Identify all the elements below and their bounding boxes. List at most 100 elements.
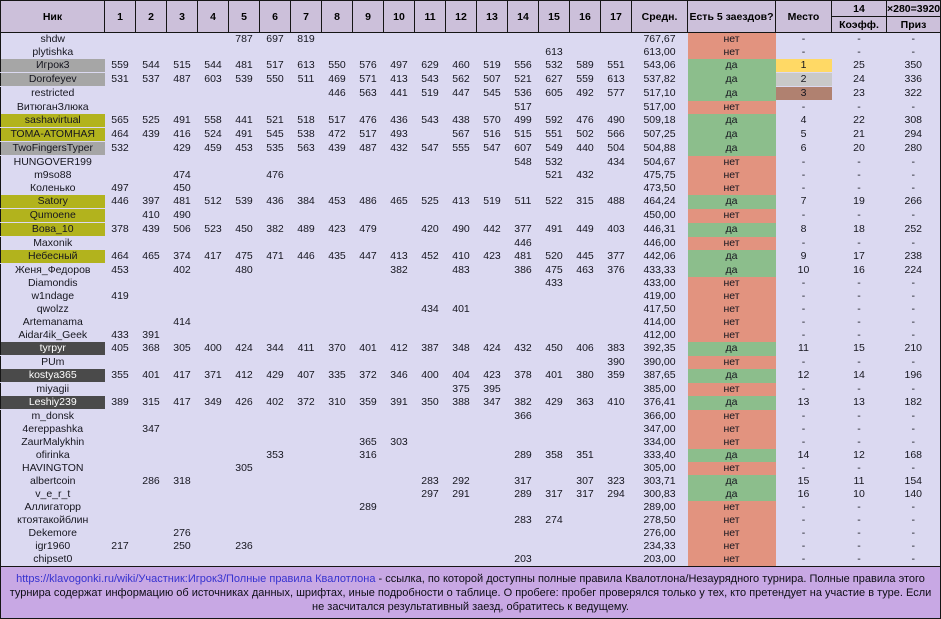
score-cell xyxy=(570,329,601,342)
score-cell xyxy=(136,410,167,424)
score-cell xyxy=(291,423,322,436)
place-cell: - xyxy=(801,33,806,45)
score-cell xyxy=(415,101,446,115)
place-cell: - xyxy=(801,169,806,181)
score-cell xyxy=(167,237,198,251)
score-cell xyxy=(136,101,167,115)
avg-cell: 366,00 xyxy=(643,409,676,422)
score-cell xyxy=(601,436,632,449)
score-cell xyxy=(198,46,229,59)
score-cell: 391 xyxy=(390,396,408,409)
score-cell xyxy=(601,182,632,195)
avg-cell: 347,00 xyxy=(643,423,676,435)
score-cell xyxy=(105,303,136,316)
score-cell: 613 xyxy=(297,59,315,72)
score-cell: 363 xyxy=(576,396,594,409)
score-cell: 378 xyxy=(514,369,532,382)
table-row: qwolzz 434 401 417,50 нет - - - xyxy=(1,303,941,316)
score-cell xyxy=(291,449,322,462)
score-cell xyxy=(105,553,136,567)
nick-cell: Женя_Федоров xyxy=(14,264,91,276)
five-races-cell: да xyxy=(687,127,776,142)
score-cell xyxy=(539,410,570,424)
score-cell xyxy=(477,540,508,553)
score-cell: 429 xyxy=(173,142,191,154)
score-cell xyxy=(477,264,508,278)
table-row: shdw 787 697 819 767,67 нет - - - xyxy=(1,32,941,47)
place-cell: 12 xyxy=(797,369,810,382)
score-cell xyxy=(353,33,384,47)
five-races-cell: нет xyxy=(687,527,776,540)
score-cell xyxy=(322,237,353,251)
score-cell xyxy=(508,383,539,397)
rules-link[interactable]: https://klavogonki.ru/wiki/Участник:Игро… xyxy=(16,572,376,585)
score-cell: 386 xyxy=(514,263,532,276)
score-cell xyxy=(260,101,291,115)
score-cell xyxy=(136,527,167,540)
score-cell xyxy=(198,410,229,424)
score-cell: 307 xyxy=(576,475,594,487)
five-races-cell: нет xyxy=(687,290,776,303)
score-cell: 217 xyxy=(111,540,129,552)
table-row: ТОМА-АТОМНАЯ 464 439 416 524 491 545 538 472 517 4… xyxy=(0,127,941,142)
score-cell xyxy=(446,449,477,462)
score-cell: 397 xyxy=(142,195,160,208)
score-cell xyxy=(446,316,477,329)
score-cell xyxy=(384,209,415,223)
nick-cell: Qumoene xyxy=(0,208,105,223)
coeff-cell: 11 xyxy=(853,475,865,487)
nick-cell: ofirinka xyxy=(35,449,70,461)
score-cell xyxy=(353,462,384,475)
score-cell xyxy=(508,169,539,182)
five-races-cell: нет xyxy=(687,501,776,514)
score-cell xyxy=(167,156,198,170)
place-cell: 6 xyxy=(800,142,807,154)
score-cell: 605 xyxy=(545,87,563,99)
place-cell: 14 xyxy=(797,449,810,461)
score-cell xyxy=(601,277,632,290)
score-cell xyxy=(136,383,167,397)
place-cell: - xyxy=(801,290,806,302)
score-cell xyxy=(105,462,136,475)
avg-cell: 767,67 xyxy=(643,33,676,45)
score-cell xyxy=(260,182,291,195)
score-cell xyxy=(353,182,384,195)
score-cell xyxy=(322,33,353,47)
avg-cell: 276,00 xyxy=(643,527,676,539)
score-cell: 519 xyxy=(483,59,501,72)
prize-cell: - xyxy=(911,169,916,181)
score-cell xyxy=(322,182,353,195)
score-cell xyxy=(229,501,260,514)
score-cell xyxy=(322,264,353,278)
score-cell xyxy=(508,423,539,436)
score-cell xyxy=(167,383,198,397)
score-cell: 424 xyxy=(483,342,501,355)
score-cell xyxy=(291,553,322,567)
score-cell: 469 xyxy=(328,73,346,85)
place-cell: - xyxy=(801,316,806,328)
score-cell: 489 xyxy=(297,223,315,235)
score-cell xyxy=(291,501,322,514)
score-cell xyxy=(477,290,508,303)
score-cell xyxy=(415,540,446,553)
score-cell: 417 xyxy=(173,396,191,409)
score-cell: 433 xyxy=(545,277,563,289)
avg-cell: 446,00 xyxy=(643,236,676,249)
score-cell xyxy=(353,488,384,501)
score-cell xyxy=(415,209,446,223)
score-cell: 439 xyxy=(328,142,346,154)
nick-cell: Небесный xyxy=(0,250,105,264)
score-cell xyxy=(322,356,353,370)
score-cell xyxy=(477,462,508,475)
five-races-cell: нет xyxy=(687,409,776,423)
header-avg: Средн. xyxy=(631,0,688,33)
score-cell: 547 xyxy=(421,142,439,154)
score-cell xyxy=(446,540,477,553)
header-race-5: 5 xyxy=(228,0,260,33)
score-cell: 519 xyxy=(483,195,501,208)
score-cell: 440 xyxy=(576,142,594,154)
score-cell xyxy=(539,553,570,567)
score-cell: 391 xyxy=(142,329,160,341)
score-cell: 521 xyxy=(545,169,563,181)
score-cell: 613 xyxy=(545,46,563,58)
